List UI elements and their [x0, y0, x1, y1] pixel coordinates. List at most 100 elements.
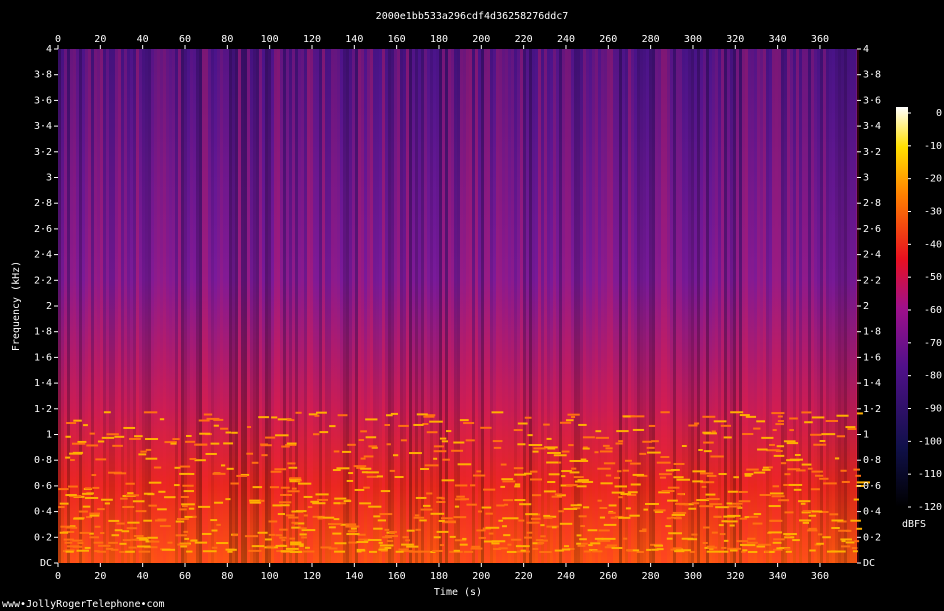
texture-stripe: [310, 49, 313, 563]
texture-dot: [568, 444, 574, 447]
texture-stripe: [682, 49, 685, 563]
x-tick-label: 0: [55, 34, 61, 45]
texture-dot: [145, 448, 152, 451]
texture-stripe: [685, 49, 688, 563]
texture-dot: [145, 457, 158, 460]
texture-dot: [724, 520, 738, 523]
texture-dot: [599, 450, 613, 453]
y-tick-label: DC: [863, 558, 875, 569]
texture-dot: [307, 506, 313, 509]
texture-dot: [517, 422, 528, 425]
texture-dot: [483, 540, 494, 543]
texture-dot: [492, 440, 503, 443]
texture-dot: [501, 478, 514, 481]
texture-dot: [721, 520, 728, 523]
texture-dot: [543, 490, 556, 493]
texture-dot: [457, 463, 472, 466]
texture-dot: [567, 547, 575, 550]
texture-dot: [845, 541, 855, 544]
texture-dot: [134, 435, 143, 438]
texture-dot: [289, 537, 296, 540]
texture-dot: [127, 492, 134, 495]
texture-dot: [527, 434, 533, 437]
texture-stripe: [430, 49, 433, 563]
texture-dot: [145, 438, 159, 441]
texture-dot: [702, 415, 716, 418]
texture-dot: [125, 550, 135, 553]
texture-dot: [645, 502, 659, 505]
texture-dot: [414, 514, 420, 517]
texture-dot: [459, 419, 469, 422]
texture-dot: [317, 517, 323, 520]
texture-stripe: [460, 49, 463, 563]
texture-dot: [183, 530, 189, 533]
texture-dot: [532, 450, 539, 453]
texture-dot: [723, 515, 736, 518]
texture-dot: [807, 467, 813, 470]
texture-dot: [548, 473, 560, 476]
texture-dot: [590, 542, 601, 545]
texture-dot: [441, 517, 453, 520]
texture-dot: [380, 550, 388, 553]
texture-dot: [783, 533, 797, 536]
texture-dot: [678, 549, 691, 552]
texture-dot: [406, 545, 419, 548]
y-tick-label: 0·8: [34, 455, 52, 466]
texture-dot: [756, 545, 766, 548]
x-tick-label: 300: [684, 571, 702, 582]
texture-dot: [463, 422, 475, 425]
texture-dot: [186, 550, 193, 553]
texture-dot: [768, 531, 782, 534]
texture-dot: [124, 505, 135, 508]
texture-dot: [459, 543, 468, 546]
texture-stripe: [625, 49, 628, 563]
texture-stripe: [652, 49, 655, 563]
texture-stripe: [124, 49, 127, 563]
texture-dot: [89, 514, 100, 517]
texture-stripe: [559, 49, 562, 563]
texture-dot: [578, 423, 587, 426]
texture-dot: [676, 478, 690, 481]
texture-dot: [784, 473, 791, 476]
texture-dot: [249, 501, 262, 504]
texture-dot: [768, 505, 781, 508]
texture-dot: [291, 510, 304, 513]
texture-dot: [491, 542, 500, 545]
texture-stripe: [634, 49, 637, 563]
texture-stripe: [472, 49, 475, 563]
texture-dot: [772, 429, 777, 432]
texture-dot: [213, 424, 219, 427]
texture-dot: [89, 532, 94, 535]
texture-dot: [135, 510, 147, 513]
texture-dot: [651, 440, 659, 443]
texture-dot: [69, 495, 82, 498]
texture-dot: [847, 428, 857, 431]
texture-dot: [133, 534, 144, 537]
y-tick-label: 0·2: [863, 532, 881, 543]
texture-dot: [260, 444, 272, 447]
spectrogram: [58, 49, 857, 563]
texture-dot: [626, 494, 637, 497]
texture-dot: [856, 527, 863, 530]
texture-dot: [832, 550, 846, 553]
texture-dot: [430, 512, 445, 515]
texture-dot: [63, 538, 74, 541]
texture-dot: [386, 540, 394, 543]
texture-dot: [599, 516, 606, 519]
texture-dot: [177, 543, 190, 546]
y-tick-label: 3·8: [863, 70, 881, 81]
texture-dot: [692, 470, 706, 473]
texture-stripe: [76, 49, 79, 563]
texture-dot: [719, 533, 726, 536]
x-tick-label: 240: [557, 571, 575, 582]
texture-stripe: [496, 49, 499, 563]
texture-dot: [64, 541, 73, 544]
texture-stripe: [619, 49, 622, 563]
texture-dot: [268, 520, 278, 523]
texture-stripe: [799, 49, 802, 563]
texture-dot: [515, 545, 530, 548]
texture-dot: [502, 525, 507, 528]
texture-stripe: [322, 49, 325, 563]
texture-stripe: [175, 49, 178, 563]
texture-dot: [630, 483, 641, 486]
